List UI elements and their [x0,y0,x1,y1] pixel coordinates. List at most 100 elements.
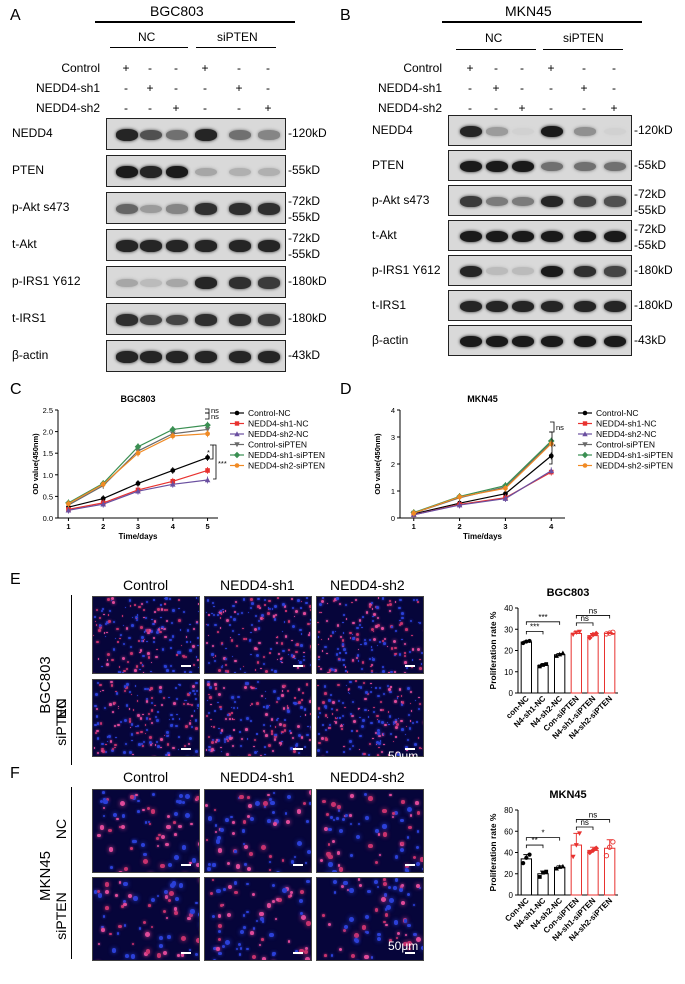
cell-nucleus [333,720,336,723]
y-tick-label: 3 [391,433,395,442]
cell-nucleus [362,719,365,722]
chart-title: MKN45 [549,789,586,801]
cell-nucleus [252,927,256,930]
cell-nucleus [297,841,303,847]
cell-nucleus [179,629,182,631]
cell-nucleus [283,729,286,732]
cell-nucleus [400,847,405,852]
cell-nucleus [394,720,398,723]
cell-nucleus [155,655,158,659]
data-point [560,650,566,656]
f-col-sh2: NEDD4-sh2 [330,769,405,785]
cell-nucleus [300,644,303,647]
cell-nucleus [130,954,135,959]
cell-nucleus [329,727,332,729]
cell-nucleus [356,654,360,657]
f-col-control: Control [123,769,169,785]
cell-nucleus [335,717,337,720]
a-treatment-mark: - [174,61,178,75]
cell-nucleus [341,701,344,704]
cell-nucleus [111,597,115,601]
data-point [205,468,210,473]
cell-nucleus [154,716,157,719]
cell-nucleus [232,706,235,709]
cell-nucleus [152,598,155,601]
b-treatment-mark: + [466,61,474,75]
legend-entry: NEDD4-sh2-siPTEN [596,461,673,471]
cell-nucleus [318,658,320,660]
cell-nucleus [188,913,193,917]
cell-nucleus [396,931,401,936]
data-point [65,507,72,513]
a-band [229,130,251,140]
cell-nucleus [321,650,324,653]
cell-nucleus [105,906,110,910]
cell-nucleus [219,828,224,833]
b-treatment-mark: - [520,61,524,75]
cell-nucleus [262,656,265,659]
cell-nucleus [221,903,225,907]
cell-nucleus [161,704,164,706]
y-axis-label: Proliferation rate % [488,611,498,689]
cell-nucleus [382,832,387,837]
cell-nucleus [129,727,131,729]
cell-nucleus [386,672,389,673]
cell-nucleus [270,648,273,651]
cell-nucleus [324,692,327,695]
b-band [574,127,596,136]
cell-nucleus [299,661,302,664]
b-treatment-label: NEDD4-sh2 [377,101,442,115]
cell-nucleus [239,668,242,671]
cell-nucleus [140,602,143,606]
cell-nucleus [126,683,129,686]
cell-nucleus [212,725,215,728]
cell-nucleus [276,636,279,638]
cell-nucleus [214,823,218,827]
cell-nucleus [206,682,210,686]
cell-nucleus [334,669,338,672]
cell-nucleus [389,794,392,797]
b-band [574,300,596,313]
cell-nucleus [351,730,353,732]
e-col-sh1: NEDD4-sh1 [220,577,295,593]
fluorescence-image [92,789,200,873]
b-sipten-rule [543,49,623,50]
cell-nucleus [335,716,337,718]
y-tick-label: 0 [509,891,514,900]
cell-nucleus [249,817,254,822]
cell-nucleus [307,622,310,625]
cell-nucleus [220,750,223,753]
cell-nucleus [172,746,175,750]
cell-nucleus [254,646,258,650]
cell-nucleus [370,646,373,648]
cell-nucleus [239,947,243,950]
cell-nucleus [119,637,121,640]
cell-nucleus [387,885,391,889]
cell-nucleus [238,731,241,734]
cell-nucleus [193,664,196,667]
cell-nucleus [335,709,339,712]
cell-nucleus [250,720,252,722]
cell-nucleus [382,639,385,642]
cell-nucleus [149,735,153,739]
cell-nucleus [327,726,330,729]
cell-nucleus [274,670,277,673]
cell-nucleus [140,636,144,640]
cell-nucleus [218,668,222,672]
cell-nucleus [135,619,138,622]
cell-nucleus [171,723,174,726]
legend-marker [234,442,240,448]
fluorescence-image [204,877,312,961]
a-mw-label: -180kD [288,311,327,325]
cell-nucleus [247,612,250,614]
cell-nucleus [311,648,312,651]
b-blot-label: p-IRS1 Y612 [372,262,441,277]
cell-nucleus [251,892,255,896]
y-tick-label: 0.5 [43,492,53,501]
cell-nucleus [184,794,190,799]
cell-nucleus [157,711,159,713]
cell-nucleus [293,657,296,660]
cell-nucleus [400,701,403,703]
cell-nucleus [295,643,299,647]
cell-nucleus [331,802,336,807]
